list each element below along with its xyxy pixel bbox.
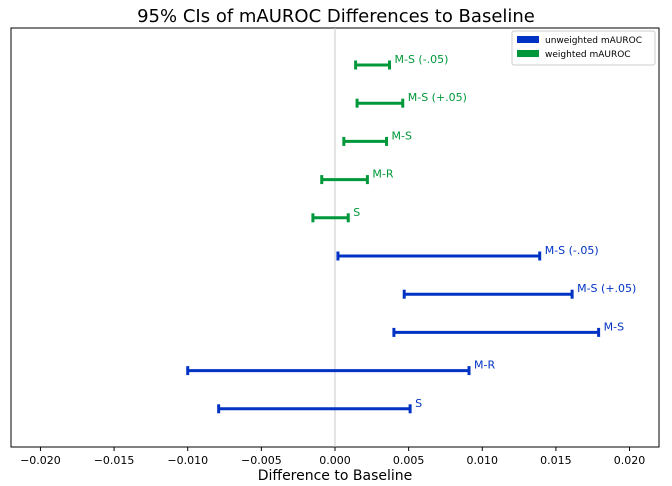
ci-label: M-R xyxy=(474,359,495,372)
ci-label: M-S (-.05) xyxy=(394,53,448,66)
x-tick-label: 0.010 xyxy=(467,454,499,467)
ci-label: M-R xyxy=(372,168,393,181)
ci-label: S xyxy=(415,397,422,410)
x-tick-label: −0.020 xyxy=(20,454,61,467)
x-axis: −0.020 −0.015 −0.010 −0.005 0.000 0.005 0.010 0… xyxy=(20,447,645,467)
chart-title: 95% CIs of mAUROC Differences to Baselin… xyxy=(137,6,535,27)
ci-label: S xyxy=(353,206,360,219)
x-tick-label: 0.005 xyxy=(393,454,425,467)
legend-swatch-unweighted xyxy=(517,36,539,43)
interval-series: M-S (-.05) M-S (+.05) M-S M-R S M-S (-.05) M-S… xyxy=(186,53,636,414)
x-tick-label: 0.015 xyxy=(540,454,572,467)
legend: unweighted mAUROC weighted mAUROC xyxy=(511,30,656,66)
ci-label: M-S xyxy=(604,320,624,333)
legend-swatch-weighted xyxy=(517,50,539,57)
ci-label: M-S (+.05) xyxy=(408,91,467,104)
legend-label-unweighted: unweighted mAUROC xyxy=(545,36,642,46)
legend-label-weighted: weighted mAUROC xyxy=(545,50,631,60)
x-tick-label: −0.005 xyxy=(241,454,282,467)
legend-box xyxy=(511,30,656,66)
ci-label: M-S (+.05) xyxy=(577,282,636,295)
x-tick-label: −0.010 xyxy=(167,454,208,467)
ci-label: M-S xyxy=(392,129,412,142)
x-tick-label: 0.000 xyxy=(319,454,351,467)
x-axis-label: Difference to Baseline xyxy=(258,468,413,482)
ci-label: M-S (-.05) xyxy=(545,244,599,257)
x-tick-label: −0.015 xyxy=(94,454,135,467)
x-tick-label: 0.020 xyxy=(614,454,646,467)
